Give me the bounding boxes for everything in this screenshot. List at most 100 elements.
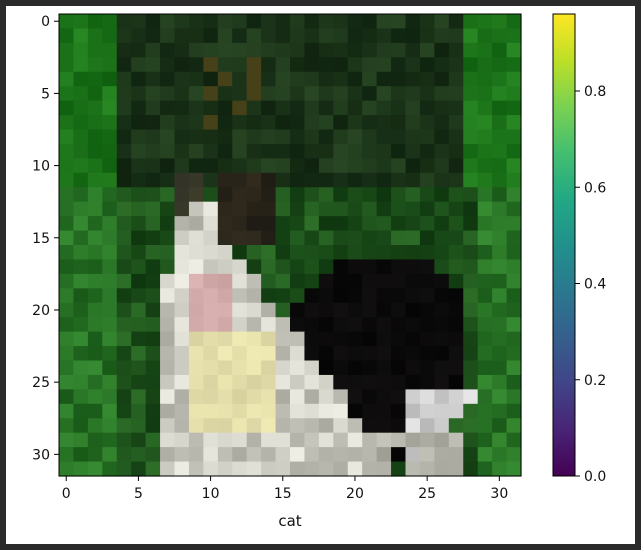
image-pixel [59,273,75,289]
image-pixel [160,346,176,362]
image-pixel [73,115,89,131]
image-pixel [477,259,493,275]
image-pixel [203,129,219,145]
image-pixel [261,259,277,275]
image-pixel [318,57,334,73]
image-pixel [391,201,407,217]
image-pixel [116,302,132,318]
image-pixel [506,100,522,116]
image-pixel [463,100,479,116]
image-pixel [203,230,219,246]
image-pixel [492,201,508,217]
image-pixel [391,461,407,477]
image-pixel [304,42,320,58]
image-pixel [376,71,392,87]
image-pixel [131,317,147,333]
image-pixel [290,14,306,30]
image-pixel [232,86,248,102]
image-pixel [347,461,363,477]
image-pixel [376,187,392,203]
image-pixel [261,129,277,145]
image-pixel [160,216,176,232]
image-pixel [318,331,334,347]
image-pixel [419,447,435,463]
image-pixel [261,389,277,405]
image-pixel [87,158,103,174]
image-pixel [333,172,349,188]
image-pixel [477,14,493,30]
image-pixel [59,331,75,347]
image-pixel [188,86,204,102]
image-pixel [477,100,493,116]
image-pixel [434,57,450,73]
image-pixel [203,389,219,405]
image-pixel [59,389,75,405]
image-pixel [203,331,219,347]
image-pixel [405,259,421,275]
image-pixel [188,201,204,217]
image-pixel [434,143,450,159]
image-pixel [434,317,450,333]
image-pixel [362,216,378,232]
colorbar-tick-label: 0.0 [584,469,606,485]
image-pixel [304,100,320,116]
image-pixel [246,115,262,131]
image-pixel [362,447,378,463]
image-pixel [333,288,349,304]
image-pixel [232,201,248,217]
image-pixel [73,28,89,44]
image-pixel [87,245,103,261]
image-pixel [477,158,493,174]
image-pixel [434,86,450,102]
image-pixel [463,129,479,145]
image-pixel [391,346,407,362]
image-pixel [116,71,132,87]
image-pixel [87,259,103,275]
image-pixel [333,259,349,275]
image-pixel [477,288,493,304]
image-pixel [174,28,190,44]
image-pixel [318,245,334,261]
image-pixel [304,129,320,145]
image-pixel [448,273,464,289]
image-pixel [333,230,349,246]
y-tick-label: 0 [41,14,50,30]
image-pixel [246,57,262,73]
image-pixel [434,360,450,376]
image-pixel [391,259,407,275]
image-pixel [376,461,392,477]
image-pixel [174,143,190,159]
x-tick-label: 25 [418,486,436,502]
image-pixel [492,216,508,232]
image-pixel [362,42,378,58]
image-pixel [419,245,435,261]
image-pixel [347,374,363,390]
image-pixel [217,302,233,318]
image-pixel [145,129,161,145]
image-pixel [131,389,147,405]
image-pixel [506,28,522,44]
image-pixel [131,374,147,390]
colorbar-ticks: 0.0 0.2 0.4 0.6 0.8 [575,84,606,485]
image-pixel [131,273,147,289]
image-pixel [188,403,204,419]
image-pixel [232,230,248,246]
image-pixel [246,201,262,217]
image-pixel [304,346,320,362]
image-pixel [160,317,176,333]
image-pixel [506,447,522,463]
image-pixel [217,172,233,188]
image-pixel [448,14,464,30]
image-pixel [492,346,508,362]
image-pixel [419,461,435,477]
image-pixel [477,129,493,145]
image-pixel [174,461,190,477]
image-pixel [506,57,522,73]
image-pixel [188,187,204,203]
image-pixel [131,447,147,463]
image-pixel [160,115,176,131]
image-pixel [419,432,435,448]
image-pixel [174,129,190,145]
image-pixel [376,245,392,261]
image-pixel [419,28,435,44]
